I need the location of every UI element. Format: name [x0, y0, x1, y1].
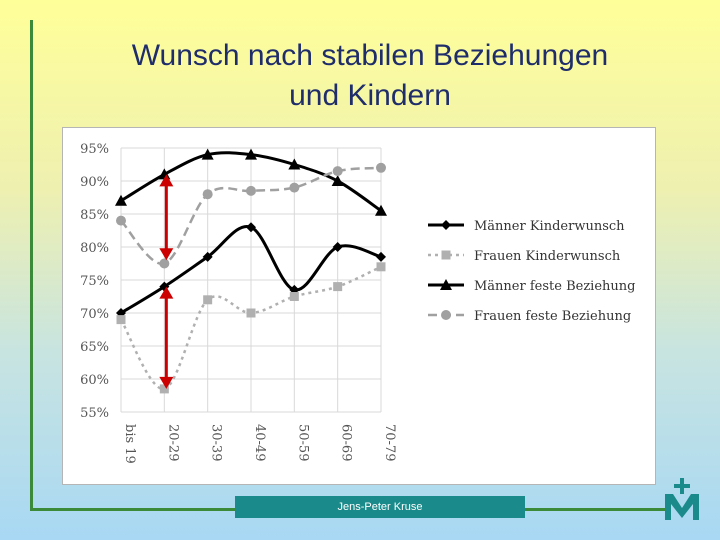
- data-point: [376, 162, 386, 173]
- chart-panel: 95% 90% 85% 80% 75% 70% 65% 60% 55% bis 19 20-29 30…: [62, 127, 656, 485]
- data-point: [159, 384, 169, 394]
- footer-author: Jens-Peter Kruse: [235, 496, 525, 518]
- y-tick-label: 70%: [80, 307, 109, 322]
- data-point: [246, 222, 256, 233]
- data-point: [159, 258, 170, 269]
- y-tick-label: 75%: [80, 274, 109, 289]
- data-point: [116, 215, 126, 226]
- data-point: [289, 182, 300, 193]
- data-point: [288, 158, 301, 170]
- legend-label: Männer feste Beziehung: [474, 279, 635, 294]
- data-point: [246, 308, 256, 318]
- data-point: [202, 189, 213, 200]
- data-point: [332, 166, 343, 177]
- data-point: [331, 175, 344, 186]
- y-tick-label: 90%: [80, 175, 109, 190]
- legend-marker: [441, 310, 451, 320]
- y-tick-label: 80%: [80, 241, 109, 256]
- annotation-arrow-head: [159, 248, 174, 261]
- data-point: [115, 194, 127, 206]
- x-tick-label: 40-49: [252, 424, 267, 461]
- legend-marker: [441, 250, 451, 260]
- y-tick-label: 55%: [80, 406, 109, 421]
- data-point: [246, 185, 256, 196]
- data-point: [376, 251, 386, 262]
- data-point: [332, 242, 343, 252]
- data-point: [202, 251, 213, 262]
- maltese-cross-m-logo-icon: [665, 478, 699, 520]
- y-tick-label: 85%: [80, 208, 109, 223]
- data-point: [375, 204, 387, 216]
- data-point: [376, 262, 386, 272]
- annotation-arrow-head: [159, 286, 174, 299]
- x-tick-label: 20-29: [165, 424, 180, 461]
- legend-marker: [441, 220, 451, 230]
- data-point: [245, 148, 257, 160]
- data-point: [289, 292, 299, 301]
- y-tick-label: 60%: [80, 373, 109, 388]
- y-tick-label: 65%: [80, 340, 109, 355]
- legend-label: Frauen feste Beziehung: [474, 309, 631, 324]
- line-chart: 95% 90% 85% 80% 75% 70% 65% 60% 55% bis 19 20-29 30…: [80, 142, 635, 464]
- data-point: [203, 295, 213, 305]
- x-tick-label: 60-69: [339, 424, 354, 461]
- y-tick-label: 95%: [80, 142, 109, 157]
- slide-title: Wunsch nach stabilen Beziehungen und Kin…: [131, 39, 609, 112]
- x-tick-label: bis 19: [122, 424, 137, 464]
- data-point: [159, 281, 170, 292]
- data-point: [333, 282, 343, 292]
- data-point: [116, 315, 126, 325]
- x-tick-label: 30-39: [209, 424, 224, 461]
- annotation-arrow-head: [159, 174, 174, 187]
- accent-vertical-line: [30, 20, 33, 510]
- x-tick-label: 50-59: [295, 424, 310, 461]
- data-point: [158, 168, 171, 180]
- data-point: [201, 148, 214, 160]
- x-tick-label: 70-79: [382, 424, 397, 461]
- legend-label: Männer Kinderwunsch: [474, 219, 625, 234]
- annotation-arrow-head: [159, 376, 174, 389]
- legend-label: Frauen Kinderwunsch: [474, 249, 621, 264]
- legend-marker: [440, 279, 452, 290]
